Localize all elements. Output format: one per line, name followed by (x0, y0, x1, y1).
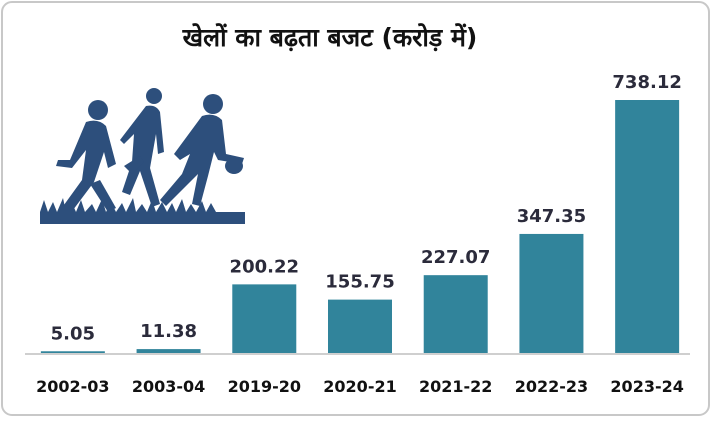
x-tick-label: 2022-23 (515, 377, 588, 396)
x-tick-label: 2002-03 (36, 377, 109, 396)
bar (519, 233, 584, 353)
bar (423, 275, 488, 353)
x-tick-label: 2019-20 (228, 377, 301, 396)
value-label: 5.05 (51, 323, 95, 344)
x-tick-label: 2023-24 (610, 377, 683, 396)
bar (232, 284, 297, 353)
bar (615, 100, 680, 353)
sports-illustration (40, 88, 245, 224)
value-label: 11.38 (140, 321, 197, 342)
value-label: 738.12 (612, 72, 681, 93)
x-tick-label: 2003-04 (132, 377, 205, 396)
x-tick-label: 2021-22 (419, 377, 492, 396)
value-label: 155.75 (325, 272, 394, 293)
bar (136, 349, 201, 353)
x-tick-label: 2020-21 (323, 377, 396, 396)
value-label: 227.07 (421, 247, 490, 268)
bar (40, 351, 105, 353)
chart-title: खेलों का बढ़ता बजट (करोड़ में) (182, 23, 478, 52)
bar (328, 299, 392, 353)
value-label: 347.35 (517, 206, 586, 227)
value-label: 200.22 (230, 256, 299, 277)
